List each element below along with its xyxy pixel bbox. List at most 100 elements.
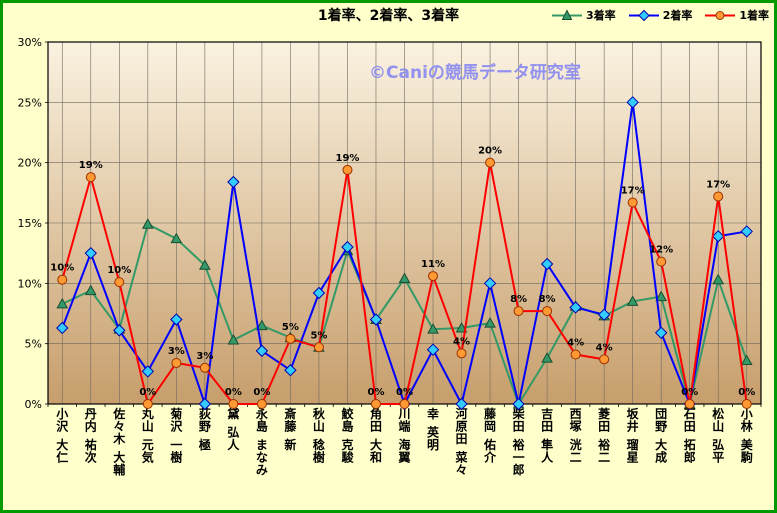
legend-marker-circle-icon: [705, 10, 736, 20]
legend-marker-triangle-icon: [552, 8, 583, 20]
data-label: 10%: [50, 263, 74, 274]
diamond-marker: [455, 397, 468, 411]
x-axis-label: 黛弘人: [227, 406, 240, 452]
circle-marker: [285, 333, 296, 344]
triangle-marker: [398, 272, 411, 284]
triangle-marker: [56, 297, 69, 309]
data-label: 4%: [596, 342, 613, 353]
y-axis-label: 20%: [18, 157, 42, 170]
data-label: 3%: [168, 346, 185, 357]
x-axis-label: 藤岡佑介: [483, 406, 497, 465]
y-axis-label: 15%: [18, 217, 42, 230]
circle-marker: [656, 256, 667, 267]
y-axis-labels: 0% 5% 10% 15% 20% 25% 30%: [18, 36, 42, 411]
diamond-marker: [483, 277, 497, 290]
legend-item-2着率: 2着率: [628, 7, 693, 23]
diamond-marker: [369, 313, 383, 326]
x-axis-label: 河原田菜々: [455, 406, 468, 477]
triangle-marker: [655, 290, 668, 302]
diamond-marker: [540, 257, 554, 271]
y-axis-label: 10%: [18, 277, 42, 290]
legend-item-1着率: 1着率: [704, 7, 769, 23]
x-axis-label: 永島まなみ: [255, 406, 268, 477]
x-axis-label: 小沢大仁: [56, 406, 69, 465]
data-label: 17%: [621, 185, 645, 196]
x-axis-label: 菱田裕二: [597, 406, 610, 465]
axis-ticks: [45, 41, 762, 407]
diamond-marker: [170, 313, 183, 326]
circle-marker: [399, 399, 410, 409]
circle-marker: [570, 349, 581, 360]
data-label: 0%: [253, 387, 270, 398]
data-label: 19%: [79, 160, 103, 171]
diamond-marker: [227, 175, 240, 189]
circle-marker: [741, 399, 752, 409]
x-axis-label: 吉田隼人: [541, 406, 554, 465]
diamond-marker: [113, 324, 126, 337]
x-axis-label: 松山弘平: [712, 406, 724, 465]
x-axis-label: 鮫島克駿: [341, 406, 354, 465]
legend-label: 2着率: [662, 9, 693, 22]
triangle-marker: [455, 321, 468, 333]
circle-marker: [171, 357, 182, 368]
y-axis-label: 0%: [25, 398, 42, 411]
circle-marker: [342, 164, 353, 175]
x-axis-label: 小林美駒: [741, 406, 754, 465]
data-label: 3%: [196, 351, 213, 362]
circle-marker: [199, 362, 210, 373]
diamond-marker: [626, 96, 639, 109]
data-label: 0%: [681, 387, 698, 398]
diamond-marker: [341, 240, 354, 254]
x-axis-label: 荻野極: [199, 406, 211, 452]
data-label: 0%: [225, 387, 242, 398]
legend-label: 3着率: [586, 9, 616, 22]
circle-marker: [715, 10, 725, 20]
x-axis-label: 川端海翼: [397, 407, 410, 465]
triangle-marker: [484, 317, 496, 328]
circle-marker: [713, 191, 724, 202]
series-1着率: 10% 19% 10% 0% 3% 3% 0% 0% 5% 5% 19% 0% 0% 11% 4% 20% 8%…: [50, 146, 755, 409]
circle-marker: [456, 348, 467, 359]
triangle-marker: [712, 273, 725, 285]
circle-marker: [627, 197, 638, 208]
x-axis-label: 石田拓郎: [683, 407, 696, 465]
triangle-marker: [740, 354, 753, 366]
diamond-marker: [312, 286, 326, 300]
circle-marker: [256, 399, 267, 409]
triangle-marker: [170, 232, 183, 244]
diamond-marker: [84, 246, 97, 260]
data-label: 12%: [649, 245, 673, 256]
diamond-marker: [141, 365, 155, 378]
circle-marker: [542, 306, 553, 317]
x-axis-label: 西塚洸二: [570, 407, 582, 465]
x-axis-label: 秋山稔樹: [313, 406, 326, 465]
diamond-marker: [637, 9, 650, 21]
y-axis-label: 5%: [25, 338, 42, 351]
data-label: 4%: [453, 336, 470, 347]
data-label: 8%: [539, 294, 556, 305]
x-axis-label: 幸英明: [427, 406, 440, 452]
x-axis-label: 佐々木大輔: [112, 406, 126, 477]
circle-marker: [684, 399, 695, 409]
triangle-marker: [626, 295, 639, 306]
circle-marker: [114, 277, 125, 288]
x-axis-label: 坂井瑠星: [627, 406, 640, 465]
x-axis-label: 柴田裕一郎: [512, 406, 526, 477]
circle-marker: [370, 399, 381, 409]
y-axis-label: 30%: [18, 36, 42, 49]
triangle-marker: [427, 323, 439, 334]
x-axis-label: 菊沢一樹: [169, 406, 183, 465]
legend-marker-diamond-icon: [628, 9, 659, 21]
x-axis-label: 丸山元気: [141, 406, 155, 465]
triangle-marker: [561, 8, 573, 20]
data-label: 0%: [367, 387, 384, 398]
data-label: 20%: [478, 146, 502, 157]
data-label: 19%: [335, 153, 359, 164]
triangle-marker: [541, 352, 553, 363]
diamond-marker: [597, 308, 611, 321]
triangle-marker: [84, 284, 97, 296]
circle-marker: [485, 157, 496, 168]
